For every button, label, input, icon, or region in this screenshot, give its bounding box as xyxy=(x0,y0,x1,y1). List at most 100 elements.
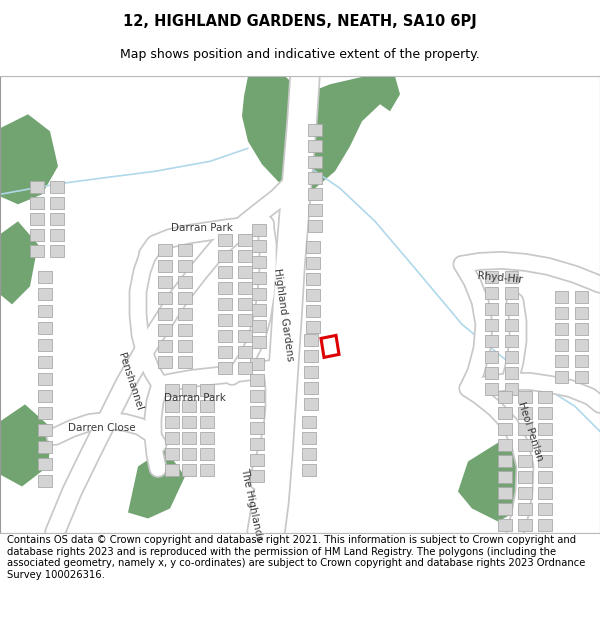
Polygon shape xyxy=(555,356,568,367)
Polygon shape xyxy=(200,401,214,412)
Polygon shape xyxy=(238,234,252,246)
Polygon shape xyxy=(575,356,588,367)
Polygon shape xyxy=(498,488,512,499)
Polygon shape xyxy=(30,181,44,193)
Polygon shape xyxy=(242,76,400,194)
Polygon shape xyxy=(250,422,264,434)
Polygon shape xyxy=(238,266,252,278)
Polygon shape xyxy=(575,308,588,319)
Polygon shape xyxy=(50,246,64,258)
Polygon shape xyxy=(518,456,532,468)
Polygon shape xyxy=(178,341,192,352)
Polygon shape xyxy=(182,401,196,412)
Polygon shape xyxy=(306,258,320,269)
Polygon shape xyxy=(308,173,322,184)
Text: Darran Park: Darran Park xyxy=(171,223,233,233)
Polygon shape xyxy=(538,519,552,531)
Polygon shape xyxy=(498,424,512,436)
Polygon shape xyxy=(158,292,172,304)
Polygon shape xyxy=(538,424,552,436)
Polygon shape xyxy=(485,271,498,283)
Polygon shape xyxy=(304,398,318,411)
Text: Darren Close: Darren Close xyxy=(68,424,136,434)
Polygon shape xyxy=(505,303,518,316)
Text: 12, HIGHLAND GARDENS, NEATH, SA10 6PJ: 12, HIGHLAND GARDENS, NEATH, SA10 6PJ xyxy=(123,14,477,29)
Polygon shape xyxy=(252,288,266,301)
Polygon shape xyxy=(218,314,232,326)
Polygon shape xyxy=(302,464,316,476)
Polygon shape xyxy=(158,276,172,288)
Text: Highland Gardens: Highland Gardens xyxy=(272,268,295,361)
Polygon shape xyxy=(218,251,232,262)
Polygon shape xyxy=(518,424,532,436)
Polygon shape xyxy=(304,366,318,378)
Polygon shape xyxy=(538,439,552,451)
Polygon shape xyxy=(238,282,252,294)
Polygon shape xyxy=(302,416,316,429)
Polygon shape xyxy=(238,251,252,262)
Polygon shape xyxy=(252,256,266,268)
Polygon shape xyxy=(250,454,264,466)
Polygon shape xyxy=(30,213,44,226)
Polygon shape xyxy=(485,319,498,331)
Polygon shape xyxy=(505,351,518,363)
Polygon shape xyxy=(485,288,498,299)
Polygon shape xyxy=(505,383,518,396)
Polygon shape xyxy=(555,308,568,319)
Polygon shape xyxy=(302,449,316,461)
Polygon shape xyxy=(308,221,322,232)
Polygon shape xyxy=(200,449,214,461)
Polygon shape xyxy=(250,358,264,371)
Polygon shape xyxy=(38,339,52,351)
Polygon shape xyxy=(250,439,264,451)
Polygon shape xyxy=(218,234,232,246)
Polygon shape xyxy=(555,291,568,303)
Polygon shape xyxy=(304,351,318,362)
Polygon shape xyxy=(252,241,266,252)
Polygon shape xyxy=(458,441,528,521)
Polygon shape xyxy=(50,181,64,193)
Polygon shape xyxy=(238,346,252,358)
Polygon shape xyxy=(308,204,322,216)
Polygon shape xyxy=(538,488,552,499)
Text: Darran Park: Darran Park xyxy=(164,393,226,403)
Polygon shape xyxy=(50,198,64,209)
Polygon shape xyxy=(485,351,498,363)
Polygon shape xyxy=(50,213,64,226)
Polygon shape xyxy=(178,356,192,368)
Polygon shape xyxy=(178,292,192,304)
Polygon shape xyxy=(252,321,266,332)
Polygon shape xyxy=(182,416,196,429)
Polygon shape xyxy=(158,261,172,272)
Polygon shape xyxy=(306,306,320,318)
Text: Contains OS data © Crown copyright and database right 2021. This information is : Contains OS data © Crown copyright and d… xyxy=(7,535,586,580)
Polygon shape xyxy=(250,406,264,419)
Polygon shape xyxy=(38,322,52,334)
Polygon shape xyxy=(178,244,192,256)
Polygon shape xyxy=(518,519,532,531)
Polygon shape xyxy=(218,362,232,374)
Polygon shape xyxy=(158,324,172,336)
Polygon shape xyxy=(538,471,552,484)
Polygon shape xyxy=(555,339,568,351)
Polygon shape xyxy=(252,224,266,236)
Polygon shape xyxy=(38,391,52,402)
Polygon shape xyxy=(575,323,588,336)
Polygon shape xyxy=(178,261,192,272)
Polygon shape xyxy=(505,368,518,379)
Polygon shape xyxy=(38,271,52,283)
Polygon shape xyxy=(218,266,232,278)
Polygon shape xyxy=(498,439,512,451)
Polygon shape xyxy=(38,408,52,419)
Polygon shape xyxy=(38,306,52,318)
Polygon shape xyxy=(498,391,512,403)
Polygon shape xyxy=(158,308,172,321)
Polygon shape xyxy=(30,198,44,209)
Polygon shape xyxy=(498,471,512,484)
Polygon shape xyxy=(38,356,52,368)
Polygon shape xyxy=(200,464,214,476)
Polygon shape xyxy=(182,432,196,444)
Polygon shape xyxy=(308,188,322,201)
Polygon shape xyxy=(575,371,588,383)
Polygon shape xyxy=(498,408,512,419)
